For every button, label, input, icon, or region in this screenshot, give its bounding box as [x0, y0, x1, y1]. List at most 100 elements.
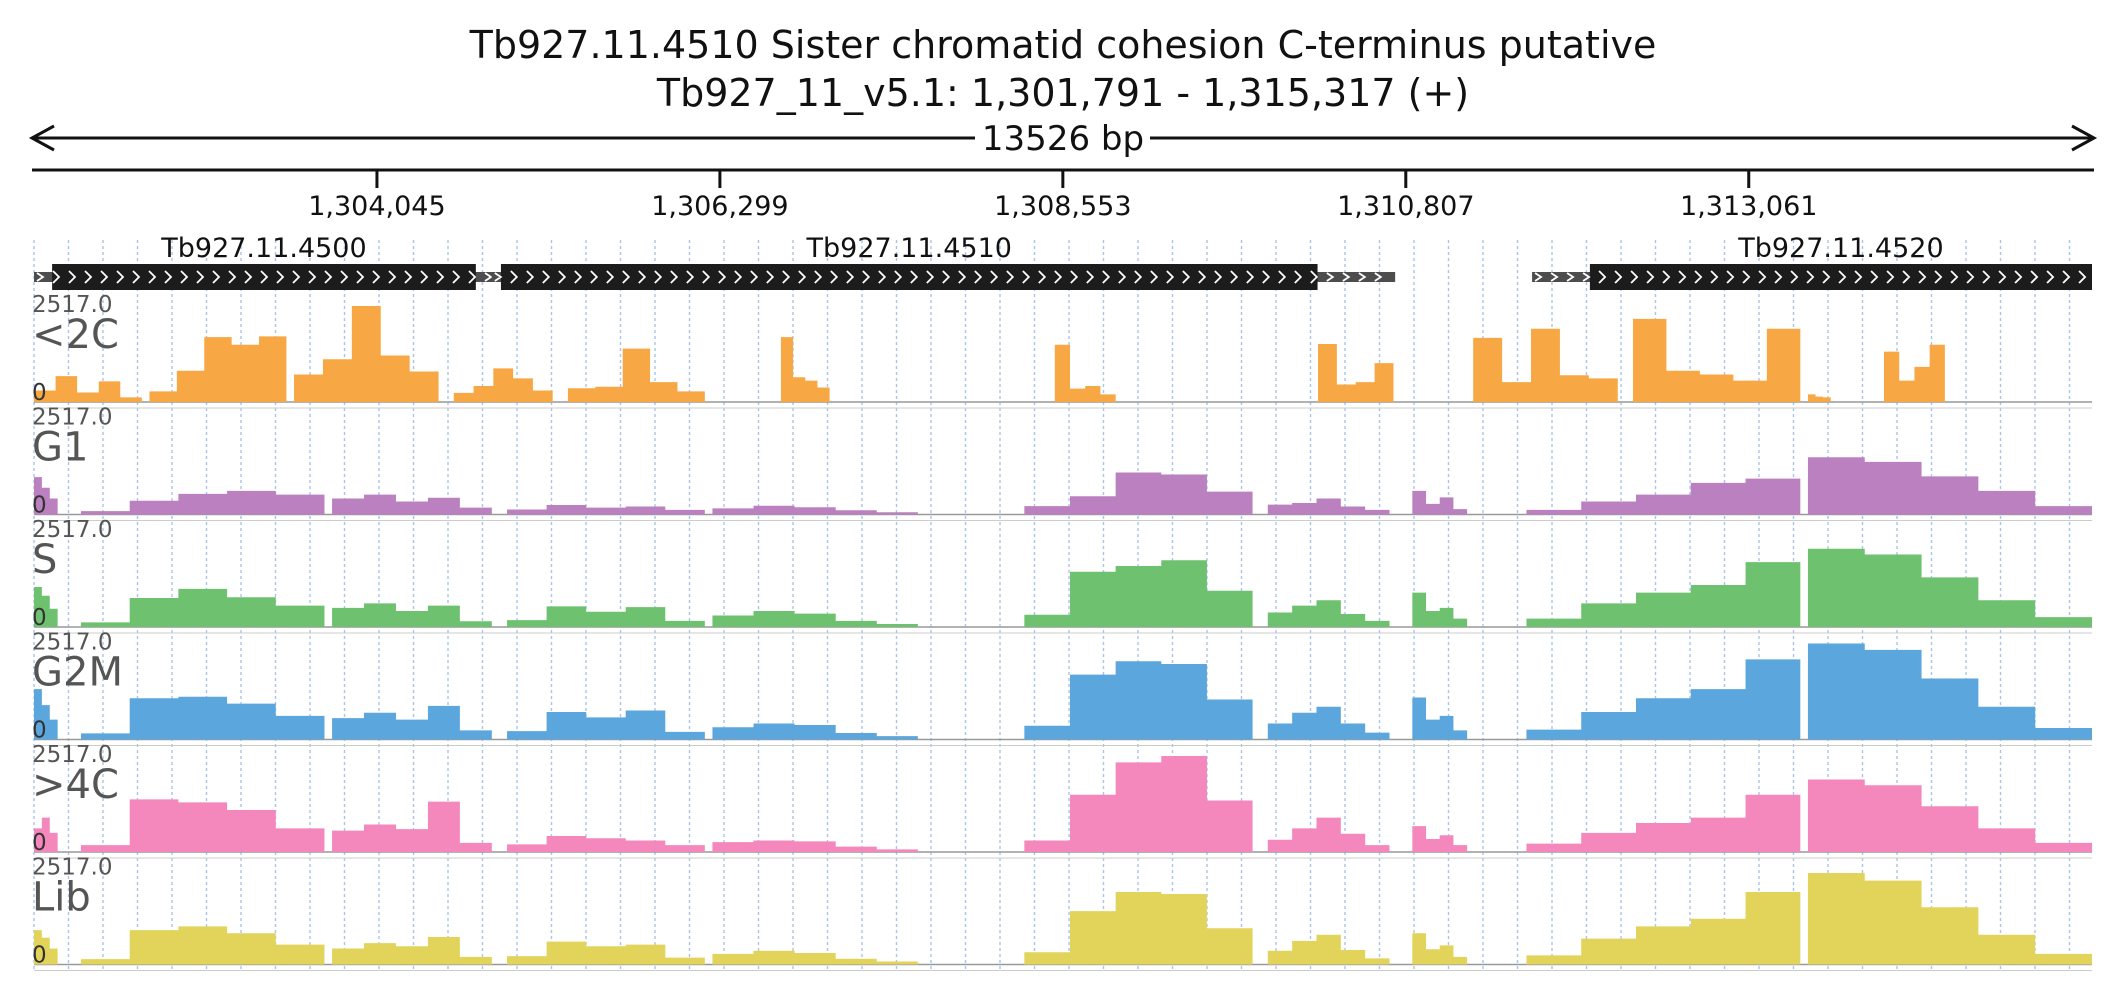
- gene-2: Tb927.11.4510: [491, 233, 1396, 290]
- gene-cds: [52, 264, 476, 290]
- track-scale-max: 2517.0: [32, 405, 112, 431]
- strand-arrows: [36, 270, 493, 284]
- coverage-tracks: 2517.0<2C02517.0G102517.0S02517.0G2M0251…: [32, 292, 2092, 971]
- gene-cds: [1589, 264, 2092, 290]
- coverage-area: [332, 801, 492, 852]
- coverage-area: [1024, 560, 1253, 627]
- coverage-area: [1267, 600, 1390, 627]
- coverage-area: [1024, 661, 1253, 740]
- gene-label: Tb927.11.4510: [806, 233, 1012, 264]
- coverage-area: [567, 348, 705, 402]
- track-scale-max: 2517.0: [32, 292, 112, 318]
- coverage-area: [1473, 328, 1618, 402]
- coverage-area: [1526, 659, 1801, 740]
- chart-subtitle: Tb927_11_v5.1: 1,301,791 - 1,315,317 (+): [656, 71, 1469, 115]
- gene-label: Tb927.11.4500: [160, 233, 366, 264]
- tick-label: 1,308,553: [994, 191, 1131, 222]
- gene-cds: [500, 264, 1318, 290]
- coverage-area: [712, 505, 918, 515]
- coverage-area: [1412, 933, 1481, 965]
- coverage-area: [1024, 892, 1253, 965]
- coverage-area: [780, 337, 842, 402]
- track-scale-min: 0: [32, 605, 47, 631]
- track-name: Lib: [32, 875, 91, 921]
- coverage-area: [1267, 706, 1390, 740]
- coverage-area: [1526, 794, 1801, 852]
- coverage-area: [1318, 344, 1413, 402]
- track-scale-max: 2517.0: [32, 855, 112, 881]
- coverage-area: [34, 930, 74, 965]
- coverage-area: [507, 504, 705, 515]
- coverage-area: [81, 696, 325, 740]
- strand-arrows: [1534, 270, 2087, 284]
- coverage-area: [1526, 562, 1801, 627]
- coverage-area: [81, 490, 325, 515]
- coverage-area: [34, 586, 74, 627]
- track-scale-min: 0: [32, 718, 47, 744]
- coverage-area: [332, 705, 492, 740]
- coverage-area: [332, 603, 492, 627]
- gene-track: Tb927.11.4500 Tb927.11.4510 Tb927.11.4520: [34, 233, 2092, 290]
- coverage-area: [1807, 872, 2092, 965]
- track-scale-max: 2517.0: [32, 742, 112, 768]
- track-name: <2C: [32, 312, 119, 358]
- coverage-area: [34, 477, 74, 515]
- coverage-area: [34, 376, 142, 402]
- track-name: G2M: [32, 650, 123, 696]
- coverage-area: [1526, 478, 1801, 515]
- coverage-area: [34, 817, 74, 852]
- coverage-area: [1807, 643, 2092, 740]
- coverage-area: [149, 336, 287, 402]
- coverage-area: [1807, 548, 2092, 627]
- coverage-area: [507, 941, 705, 965]
- coverage-area: [712, 840, 918, 852]
- coverage-area: [1267, 498, 1390, 515]
- coverage-area: [81, 588, 325, 627]
- coverage-area: [507, 710, 705, 740]
- coverage-area: [1526, 892, 1801, 965]
- gene-3: Tb927.11.4520: [1532, 233, 2092, 290]
- track-name: G1: [32, 425, 88, 471]
- coverage-area: [1884, 344, 1961, 402]
- track-name: >4C: [32, 762, 119, 808]
- tick-label: 1,304,045: [308, 191, 445, 222]
- coverage-area: [1412, 592, 1481, 627]
- coverage-area: [1412, 826, 1481, 852]
- coverage-area: [1267, 934, 1390, 965]
- tick-label: 1,306,299: [651, 191, 788, 222]
- gene-label: Tb927.11.4520: [1737, 233, 1943, 264]
- track-scale-min: 0: [32, 380, 47, 406]
- track-scale-min: 0: [32, 830, 47, 856]
- coverage-area: [453, 368, 553, 402]
- coverage-area: [712, 610, 918, 627]
- gene-1: Tb927.11.4500: [34, 233, 508, 290]
- track-scale-min: 0: [32, 493, 47, 519]
- coverage-area: [332, 494, 492, 515]
- track-1: 2517.0<2C 0: [32, 292, 2092, 409]
- tick-label: 1,310,807: [1337, 191, 1474, 222]
- coverage-area: [1024, 756, 1253, 852]
- coverage-area: [294, 306, 439, 402]
- span-arrow-head-left: [28, 124, 55, 152]
- coverage-area: [1054, 344, 1131, 402]
- track-scale-min: 0: [32, 943, 47, 969]
- coverage-area: [1267, 817, 1390, 852]
- track-scale-max: 2517.0: [32, 517, 112, 543]
- span-arrow: 13526 bp: [28, 119, 2098, 159]
- coverage-area: [1807, 779, 2092, 852]
- strand-arrows: [494, 270, 1383, 284]
- coverage-area: [34, 689, 74, 740]
- track-5: 2517.0>4C 0: [32, 742, 2092, 859]
- coverage-area: [712, 950, 918, 965]
- track-2: 2517.0G1 0: [32, 405, 2092, 521]
- chart-title: Tb927.11.4510 Sister chromatid cohesion …: [469, 23, 1657, 67]
- track-name: S: [32, 537, 57, 583]
- coverage-area: [1024, 472, 1253, 515]
- coverage-area: [1807, 457, 2092, 515]
- coverage-area: [1412, 697, 1481, 740]
- span-arrow-head-right: [2071, 124, 2098, 152]
- ruler-ticks: 1,304,045 1,306,299 1,308,553 1,310,807 1,31…: [308, 170, 1817, 222]
